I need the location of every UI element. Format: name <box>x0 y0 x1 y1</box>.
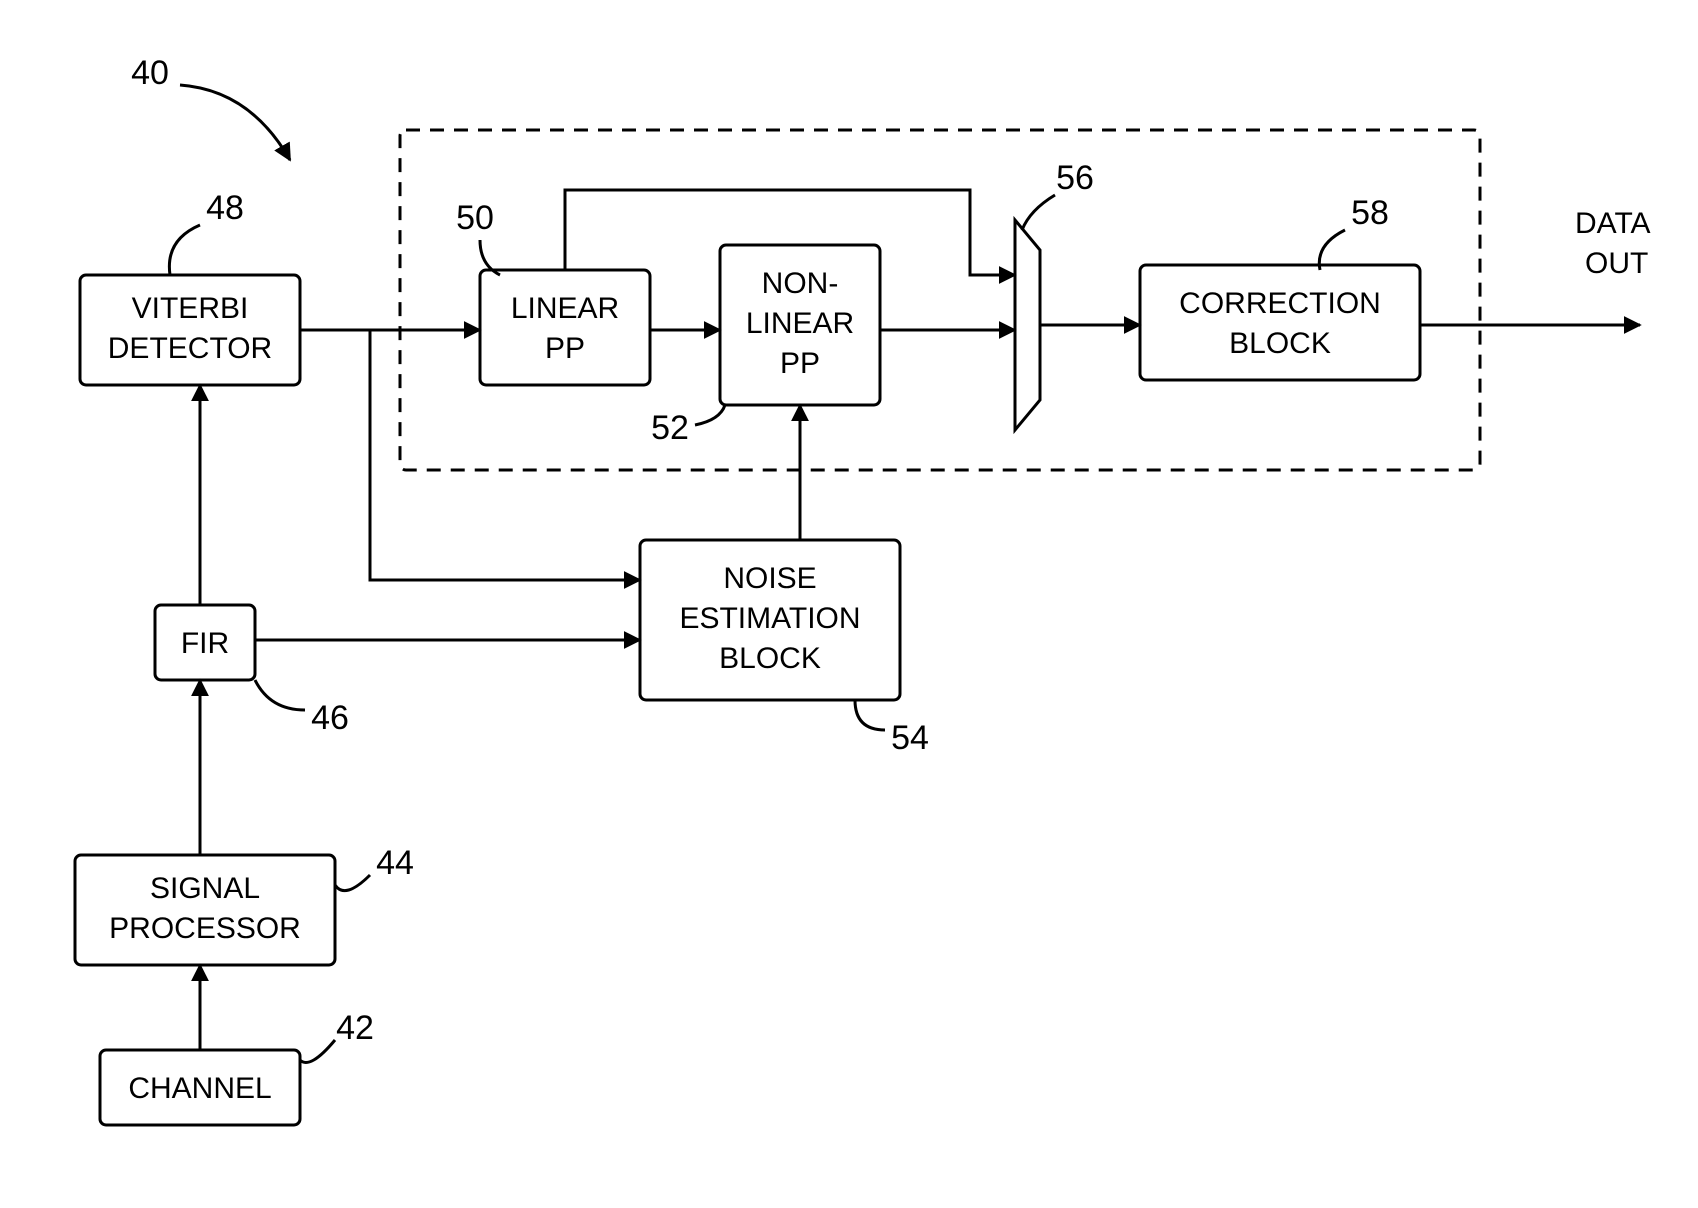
correction-block: CORRECTION BLOCK <box>1140 265 1420 380</box>
linearpp-label-2: PP <box>545 332 585 365</box>
ref-44: 44 <box>376 844 414 882</box>
lead-52 <box>695 405 725 425</box>
lead-40 <box>180 85 290 160</box>
signal-processor-block: SIGNAL PROCESSOR <box>75 855 335 965</box>
viterbi-label-1: VITERBI <box>132 292 249 325</box>
ref-50: 50 <box>456 199 494 237</box>
nonlinpp-label-1: NON- <box>762 267 839 300</box>
noise-label-2: ESTIMATION <box>679 602 860 635</box>
ref-52: 52 <box>651 409 689 447</box>
lead-56 <box>1022 195 1055 230</box>
lead-42 <box>300 1040 335 1063</box>
viterbi-label-2: DETECTOR <box>108 332 272 365</box>
data-out-label-2: OUT <box>1585 247 1648 280</box>
data-out-label-1: DATA <box>1575 207 1651 240</box>
lead-48 <box>169 225 200 275</box>
noise-label-3: BLOCK <box>719 642 821 675</box>
noise-label-1: NOISE <box>723 562 816 595</box>
viterbi-detector-block: VITERBI DETECTOR <box>80 275 300 385</box>
ref-54: 54 <box>891 719 929 757</box>
nonlinear-pp-block: NON- LINEAR PP <box>720 245 880 405</box>
lead-54 <box>855 700 885 730</box>
sigproc-label-1: SIGNAL <box>150 872 260 905</box>
noise-estimation-block: NOISE ESTIMATION BLOCK <box>640 540 900 700</box>
channel-block: CHANNEL <box>100 1050 300 1125</box>
sigproc-label-2: PROCESSOR <box>109 912 301 945</box>
ref-42: 42 <box>336 1009 374 1047</box>
lead-44 <box>335 875 370 891</box>
nonlinpp-label-2: LINEAR <box>746 307 854 340</box>
correct-label-1: CORRECTION <box>1179 287 1381 320</box>
mux-block <box>1015 220 1040 430</box>
fir-label: FIR <box>181 627 229 660</box>
correct-label-2: BLOCK <box>1229 327 1331 360</box>
ref-48: 48 <box>206 189 244 227</box>
block-diagram: CHANNEL SIGNAL PROCESSOR FIR VITERBI DET… <box>0 0 1698 1208</box>
ref-46: 46 <box>311 699 349 737</box>
channel-label: CHANNEL <box>128 1072 271 1105</box>
linearpp-label-1: LINEAR <box>511 292 619 325</box>
ref-56: 56 <box>1056 159 1094 197</box>
linear-pp-block: LINEAR PP <box>480 270 650 385</box>
nonlinpp-label-3: PP <box>780 347 820 380</box>
lead-46 <box>255 680 305 710</box>
ref-58: 58 <box>1351 194 1389 232</box>
ref-40: 40 <box>131 54 169 92</box>
fir-block: FIR <box>155 605 255 680</box>
